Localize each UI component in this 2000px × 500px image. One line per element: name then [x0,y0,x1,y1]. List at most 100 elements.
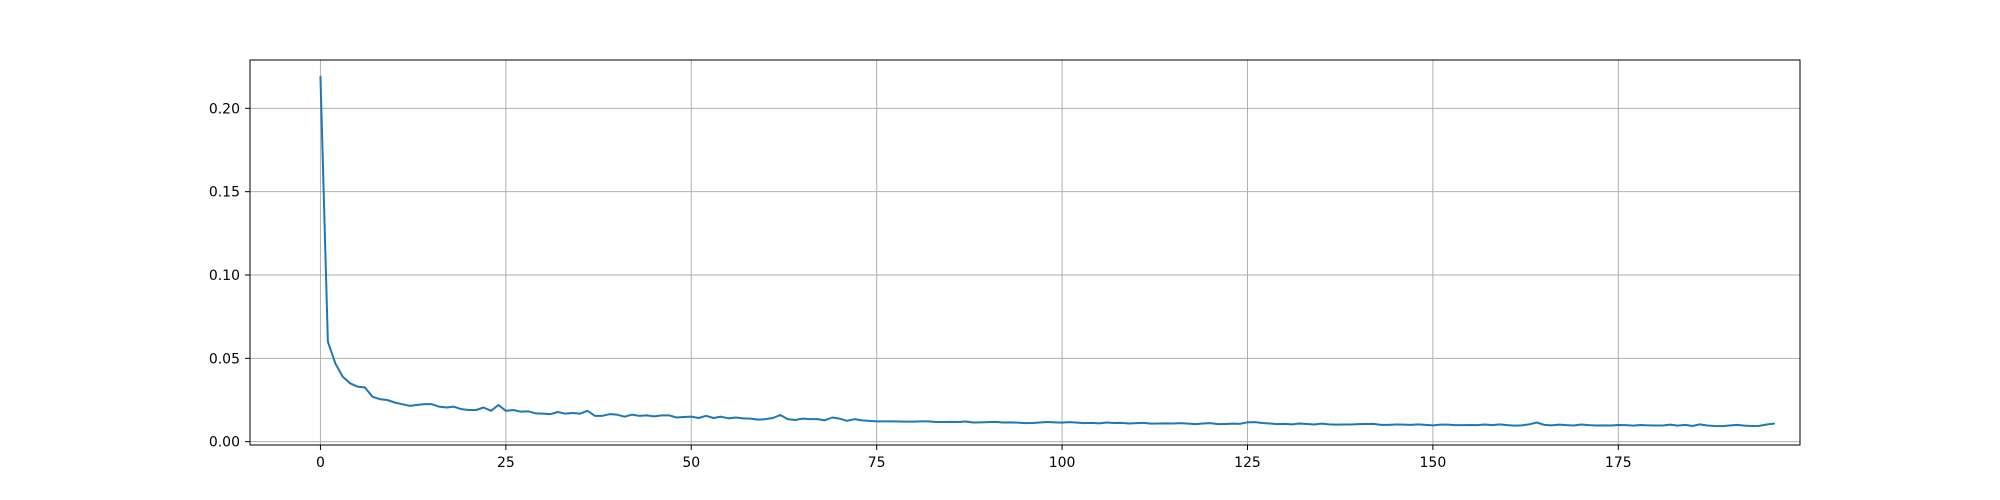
data-point [779,414,782,417]
data-point [1239,422,1242,425]
data-point [1550,424,1553,427]
data-point [393,401,396,404]
data-point [586,409,589,412]
data-point [363,386,366,389]
data-point [1350,423,1353,426]
data-point [1721,425,1724,428]
data-point [1387,423,1390,426]
data-point [378,398,381,401]
data-point [1446,423,1449,426]
data-point [616,413,619,416]
data-point [1706,424,1709,427]
data-point [1617,424,1620,427]
data-point [860,419,863,422]
data-point [897,420,900,423]
data-point [1691,425,1694,428]
x-tick-label: 125 [1234,455,1261,471]
data-point [719,415,722,418]
data-point [571,412,574,415]
data-point [504,409,507,412]
data-point [1535,421,1538,424]
data-point [1268,422,1271,425]
x-tick-label: 100 [1049,455,1076,471]
data-point [1528,423,1531,426]
data-point [920,420,923,423]
data-point [771,417,774,420]
data-point [1328,423,1331,426]
data-point [445,406,448,409]
data-point [1276,423,1279,426]
data-point [408,404,411,407]
data-point [1298,422,1301,425]
data-point [1187,422,1190,425]
data-point [1557,423,1560,426]
data-point [1031,422,1034,425]
data-point [816,418,819,421]
data-point [1669,423,1672,426]
data-point [1194,423,1197,426]
data-point [564,412,567,415]
data-point [875,420,878,423]
data-point [1698,423,1701,426]
data-point [994,420,997,423]
data-point [423,403,426,406]
data-point [556,411,559,414]
data-point [630,413,633,416]
data-point [1098,422,1101,425]
data-point [638,414,641,417]
data-point [1113,422,1116,425]
data-point [690,415,693,418]
series-layer [319,75,1776,428]
data-point [1157,422,1160,425]
data-point [1735,423,1738,426]
data-point [1061,421,1064,424]
data-point [801,417,804,420]
data-point [482,406,485,409]
data-point [883,420,886,423]
y-tick-label: 0.20 [209,101,240,117]
data-point [1394,423,1397,426]
data-point [949,420,952,423]
data-point [1216,423,1219,426]
data-point [645,414,648,417]
data-point [1646,424,1649,427]
data-point [1083,422,1086,425]
data-point [668,414,671,417]
data-point [1046,421,1049,424]
data-point [460,408,463,411]
data-point [1172,422,1175,425]
data-point [675,416,678,419]
data-point [1024,422,1027,425]
data-point [334,362,337,365]
data-point [1246,421,1249,424]
data-point [846,419,849,422]
data-point [1179,422,1182,425]
data-point [1357,423,1360,426]
data-point [1068,421,1071,424]
data-point [1142,421,1145,424]
data-point [497,404,500,407]
data-point [786,418,789,421]
data-point [438,405,441,408]
data-point [1053,421,1056,424]
data-point [1201,422,1204,425]
data-point [1224,423,1227,426]
data-point [1283,422,1286,425]
data-point [1609,424,1612,427]
data-point [712,417,715,420]
data-point [935,421,938,424]
data-point [1572,424,1575,427]
data-point [490,409,493,412]
data-point [1684,423,1687,426]
data-point [727,417,730,420]
data-point [823,419,826,422]
data-point [653,415,656,418]
data-point [972,421,975,424]
data-point [979,421,982,424]
data-point [349,382,352,385]
data-point [1728,424,1731,427]
axes-frame [249,59,1801,446]
data-point [964,420,967,423]
data-point [1164,422,1167,425]
